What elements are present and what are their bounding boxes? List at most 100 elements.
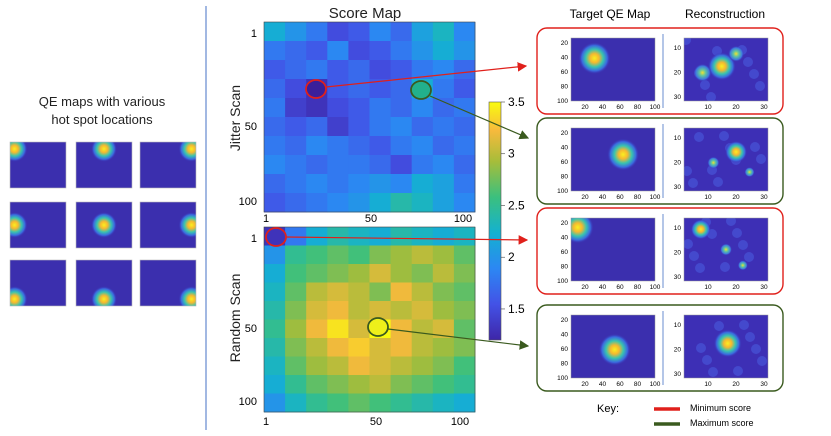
random-cell-7-7 bbox=[411, 356, 434, 376]
jitter-min-marker bbox=[305, 79, 327, 99]
random-cell-9-1 bbox=[285, 393, 307, 413]
jitter-cell-2-2 bbox=[306, 60, 328, 80]
random-cell-1-7 bbox=[411, 245, 434, 265]
hot-spot bbox=[91, 142, 117, 162]
qe-thumbnail-frame bbox=[139, 201, 197, 249]
jitter-cell-7-1 bbox=[285, 155, 307, 175]
reconstruction-hot-spot bbox=[737, 260, 748, 271]
random-cell-8-6 bbox=[390, 375, 413, 394]
random-cell-5-2 bbox=[306, 319, 328, 339]
jitter-cell-6-1 bbox=[285, 136, 307, 156]
qe-thumbnail-grid bbox=[9, 141, 197, 307]
target-y-tick: 20 bbox=[561, 130, 569, 137]
jitter-cell-8-8 bbox=[432, 174, 455, 194]
random-cell-6-2 bbox=[306, 338, 328, 357]
qe-thumbnail bbox=[76, 202, 132, 248]
hot-spot bbox=[178, 142, 196, 162]
random-cell-2-4 bbox=[348, 264, 370, 283]
random-y-tick-1: 1 bbox=[251, 233, 257, 245]
random-cell-8-7 bbox=[411, 375, 434, 394]
random-cell-0-6 bbox=[390, 227, 413, 246]
jitter-cell-5-2 bbox=[306, 117, 328, 137]
reconstruction-noise bbox=[684, 239, 693, 249]
colorbar-tick-label: 2 bbox=[508, 250, 515, 264]
reconstruction-noise bbox=[684, 166, 692, 176]
jitter-cell-7-6 bbox=[390, 155, 413, 175]
target-y-tick: 80 bbox=[561, 84, 569, 91]
result-card-1: 20 40 60 80 100 20 40 60 80 100 10 20 30 10 20 30 bbox=[536, 27, 784, 115]
jitter-cell-2-7 bbox=[411, 60, 434, 80]
jitter-cell-9-2 bbox=[306, 193, 328, 213]
random-cell-8-2 bbox=[306, 375, 328, 394]
jitter-cell-9-9 bbox=[453, 193, 476, 213]
reconstruction-noise bbox=[739, 320, 749, 330]
qe-thumbnail-frame bbox=[139, 259, 197, 307]
result-card-3: 20 40 60 80 100 20 40 60 80 100 10 20 30 10 20 30 bbox=[536, 207, 784, 295]
recon-y-tick: 20 bbox=[674, 250, 682, 257]
random-cell-5-4 bbox=[348, 319, 370, 339]
jitter-cell-2-1 bbox=[285, 60, 307, 80]
jitter-cell-5-0 bbox=[264, 117, 286, 137]
random-cell-8-0 bbox=[264, 375, 286, 394]
jitter-cell-9-5 bbox=[369, 193, 391, 213]
jitter-cell-1-7 bbox=[411, 41, 434, 61]
jitter-cell-9-8 bbox=[432, 193, 455, 213]
random-cell-6-4 bbox=[348, 338, 370, 357]
random-cell-2-3 bbox=[327, 264, 349, 283]
random-cell-5-1 bbox=[285, 319, 307, 339]
jitter-cell-1-5 bbox=[369, 41, 391, 61]
jitter-cell-6-4 bbox=[348, 136, 370, 156]
random-frame bbox=[263, 226, 476, 413]
recon-y-tick: 20 bbox=[674, 70, 682, 77]
random-cell-0-8 bbox=[432, 227, 455, 246]
reconstruction-frame bbox=[683, 127, 769, 192]
random-cell-7-8 bbox=[432, 356, 455, 376]
target-y-tick: 20 bbox=[561, 220, 569, 227]
jitter-cell-5-7 bbox=[411, 117, 434, 137]
target-x-tick: 100 bbox=[650, 104, 661, 111]
target-hot-spot bbox=[607, 138, 640, 171]
jitter-cell-7-2 bbox=[306, 155, 328, 175]
jitter-x-tick-1: 1 bbox=[263, 213, 269, 225]
reconstruction-noise bbox=[751, 344, 761, 354]
jitter-cell-7-4 bbox=[348, 155, 370, 175]
reconstruction-noise bbox=[684, 38, 691, 45]
reconstruction-frame bbox=[683, 314, 769, 379]
reconstruction-noise bbox=[750, 142, 760, 152]
random-cell-4-0 bbox=[264, 301, 286, 320]
reconstruction-noise bbox=[757, 356, 767, 366]
recon-y-tick: 20 bbox=[674, 160, 682, 167]
jitter-cell-6-2 bbox=[306, 136, 328, 156]
result-cards: 20 40 60 80 100 20 40 60 80 100 10 20 30 10 20 30 20 40 60… bbox=[536, 27, 784, 392]
qe-thumbnail-frame bbox=[75, 259, 133, 307]
jitter-x-tick-50: 50 bbox=[365, 213, 377, 225]
jitter-y-tick-1: 1 bbox=[251, 28, 257, 40]
colorbar-tick-label: 1.5 bbox=[508, 302, 525, 316]
jitter-cell-1-8 bbox=[432, 41, 455, 61]
random-cell-1-5 bbox=[369, 245, 391, 265]
recon-x-tick: 10 bbox=[704, 104, 712, 111]
jitter-cell-0-2 bbox=[306, 22, 328, 42]
left-panel-title-line2: hot spot locations bbox=[51, 112, 153, 127]
reconstruction-noise bbox=[695, 263, 705, 273]
random-cell-4-8 bbox=[432, 301, 455, 320]
jitter-cell-7-9 bbox=[453, 155, 476, 175]
random-cell-6-7 bbox=[411, 338, 434, 357]
recon-x-tick: 10 bbox=[704, 194, 712, 201]
reconstruction-noise bbox=[745, 332, 755, 342]
random-cell-3-5 bbox=[369, 282, 391, 302]
jitter-cell-6-8 bbox=[432, 136, 455, 156]
target-y-tick: 100 bbox=[557, 98, 568, 105]
jitter-cell-8-3 bbox=[327, 174, 349, 194]
jitter-cell-6-5 bbox=[369, 136, 391, 156]
random-cell-9-2 bbox=[306, 393, 328, 413]
recon-x-tick: 20 bbox=[732, 104, 740, 111]
reconstruction-noise bbox=[713, 177, 723, 187]
jitter-cell-1-2 bbox=[306, 41, 328, 61]
recon-y-tick: 30 bbox=[674, 184, 682, 191]
reconstruction-noise bbox=[720, 262, 730, 272]
jitter-cell-5-1 bbox=[285, 117, 307, 137]
reconstruction-map bbox=[684, 38, 768, 101]
target-x-tick: 40 bbox=[599, 194, 607, 201]
jitter-cell-9-0 bbox=[264, 193, 286, 213]
